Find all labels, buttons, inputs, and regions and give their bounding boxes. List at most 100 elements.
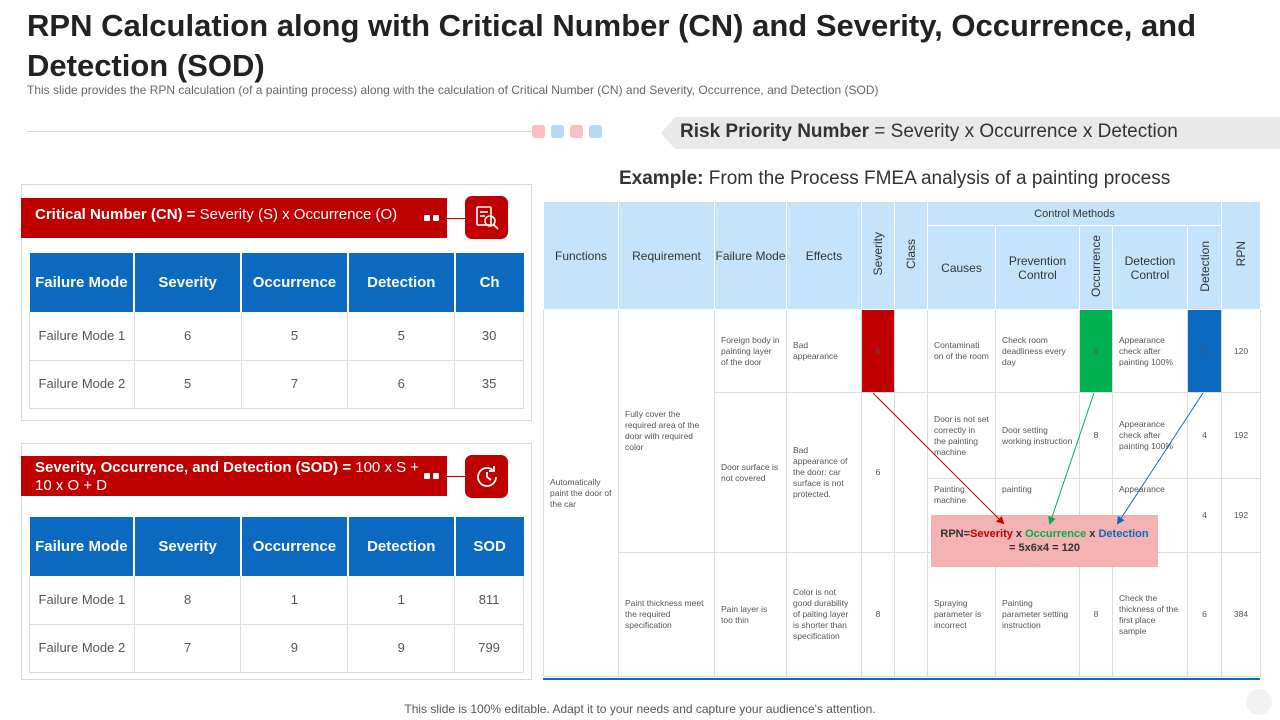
page-subtitle: This slide provides the RPN calculation … [27,83,879,97]
cell: 9 [240,624,349,673]
severity-cell: 6 [861,392,895,553]
rpn-cell: 120 [1221,309,1261,393]
header-rpn: RPN [1221,201,1261,310]
cell: 6 [134,312,242,361]
header-rpn-label: RPN [1234,241,1248,267]
header-severity-label: Severity [871,232,885,276]
rpn-banner-rest: = Severity x Occurrence x Detection [869,121,1178,142]
sod-header: Failure Mode [29,517,136,576]
cell: 799 [454,624,524,673]
sod-formula-rest: 100 x S + 10 x O + D [35,459,420,494]
header-effects: Effects [786,201,862,310]
fmea-bottom-line [543,678,1260,680]
fmea-table: Functions Requirement Failure Mode Effec… [543,201,1261,677]
example-heading: Example: From the Process FMEA analysis … [619,168,1170,190]
causes-cell: Spraying parameter is incorrect [927,552,996,677]
cell: 35 [454,360,524,409]
cell: 30 [454,312,524,361]
rpn-cell: 192 [1221,392,1261,479]
severity-cell: 5 [861,309,895,393]
detection-control-cell: Appearance check after painting 100% [1112,309,1188,393]
causes-cell: Door is not set correctly in the paintin… [927,392,996,479]
cell: 7 [241,360,349,409]
cell: 6 [347,360,456,409]
cell: 811 [454,576,524,625]
header-causes: Causes [927,225,996,310]
detection-cell: 4 [1187,478,1222,553]
cn-table: Failure Mode Severity Occurrence Detecti… [29,253,524,409]
refresh-clock-icon [465,455,508,498]
detection-control-cell: Check the thickness of the first place s… [1112,552,1188,677]
example-rest: From the Process FMEA analysis of a pain… [703,168,1171,189]
detection-cell: 4 [1187,392,1222,479]
connector-line [447,476,465,477]
formula-severity: Severity [970,528,1013,540]
header-prevention-control: Prevention Control [995,225,1080,310]
sod-formula-bar: Severity, Occurrence, and Detection (SOD… [21,456,447,496]
divider-line [27,131,532,132]
rpn-formula-banner: Risk Priority Number = Severity x Occurr… [661,117,1280,149]
header-detection: Detection [1187,225,1222,310]
cell: 8 [134,576,242,625]
class-cell [894,309,928,393]
rpn-cell: 192 [1221,478,1261,553]
detection-cell: 4 [1187,309,1222,393]
detection-control-cell: Appearance check after painting 100% [1112,392,1188,479]
class-cell [894,552,928,677]
detection-cell: 6 [1187,552,1222,677]
dot [551,125,564,138]
formula-times: x [1086,528,1099,540]
footer-text: This slide is 100% editable. Adapt it to… [404,702,876,716]
cn-header: Detection [347,253,456,312]
rpn-cell: 384 [1221,552,1261,677]
prevention-cell: Painting parameter setting instruction [995,552,1080,677]
header-occurrence-label: Occurrence [1089,234,1103,298]
cn-formula-bold: Critical Number (CN) = [35,206,196,223]
cn-header: Severity [134,253,242,312]
cn-header: Ch [454,253,524,312]
header-detection-label: Detection [1197,240,1212,292]
cell: Failure Mode 2 [29,360,135,409]
severity-cell: 8 [861,552,895,677]
header-occurrence: Occurrence [1079,225,1113,310]
prevention-cell: Check room deadliness every day [995,309,1080,393]
corner-circle [1246,689,1272,715]
analysis-icon [465,196,508,239]
cell: Failure Mode 1 [29,312,135,361]
sod-formula-bold: Severity, Occurrence, and Detection (SOD… [35,459,352,476]
cell: 7 [134,624,242,673]
cell: 1 [240,576,349,625]
effects-cell: Bad appearance of the door: car surface … [786,392,862,553]
occurrence-cell: 6 [1079,309,1113,393]
header-detection-control: Detection Control [1112,225,1188,310]
cell: 1 [347,576,456,625]
header-failure-mode: Failure Mode [714,201,787,310]
formula-occurrence: Occurrence [1025,528,1087,540]
cn-formula-rest: Severity (S) x Occurrence (O) [195,206,398,223]
cell: Failure Mode 1 [29,576,135,625]
cell: 5 [241,312,349,361]
sod-header: Occurrence [240,517,349,576]
prevention-cell: Door setting working instruction [995,392,1080,479]
occurrence-cell: 8 [1079,552,1113,677]
table-row: Paint thickness meet the required specif… [544,552,1261,677]
requirement-cell: Paint thickness meet the required specif… [618,552,715,677]
dot [570,125,583,138]
header-control-methods: Control Methods [927,201,1222,226]
class-cell [894,392,928,553]
occurrence-cell: 8 [1079,392,1113,479]
sod-table: Failure Mode Severity Occurrence Detecti… [29,517,524,673]
formula-result: = 5x6x4 = 120 [1009,542,1080,554]
cell: Failure Mode 2 [29,624,135,673]
example-bold: Example: [619,168,704,189]
failure-mode-cell: Foreign body in painting layer of the do… [714,309,787,393]
failure-mode-cell: Door surface is not covered [714,392,787,553]
table-row: Failure Mode 2 5 7 6 35 [29,360,524,409]
formula-times: x [1012,528,1026,540]
bar-dots [424,473,439,479]
dot [589,125,602,138]
header-severity: Severity [861,201,895,310]
cell: 9 [347,624,456,673]
header-requirement: Requirement [618,201,715,310]
connector-line [447,218,465,219]
